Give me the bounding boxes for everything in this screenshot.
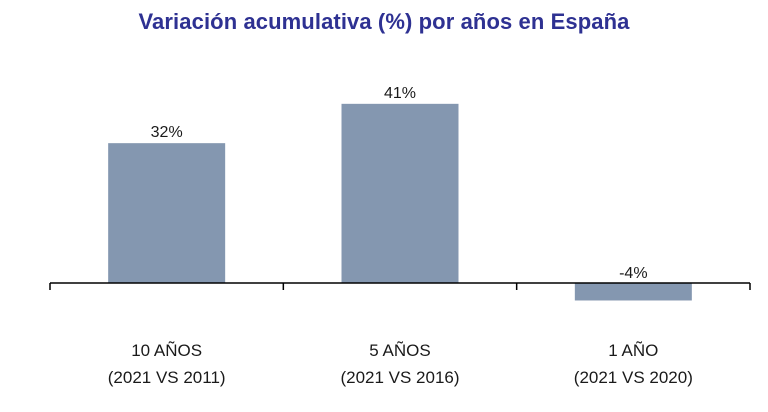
data-label-1: 41%: [384, 85, 416, 102]
category-label-2-line-1: (2021 VS 2020): [574, 368, 693, 387]
category-label-0-line-0: 10 AÑOS: [131, 341, 202, 360]
bar-1: [341, 103, 459, 283]
category-label-1-line-0: 5 AÑOS: [369, 341, 430, 360]
data-label-0: 32%: [151, 124, 183, 141]
chart-title: Variación acumulativa (%) por años en Es…: [138, 9, 630, 34]
data-label-2: -4%: [619, 265, 647, 282]
bar-0: [108, 143, 226, 283]
bar-2: [574, 283, 692, 301]
category-label-0-line-1: (2021 VS 2011): [108, 368, 226, 387]
category-label-1-line-1: (2021 VS 2016): [340, 368, 459, 387]
category-label-2-line-0: 1 AÑO: [608, 341, 658, 360]
